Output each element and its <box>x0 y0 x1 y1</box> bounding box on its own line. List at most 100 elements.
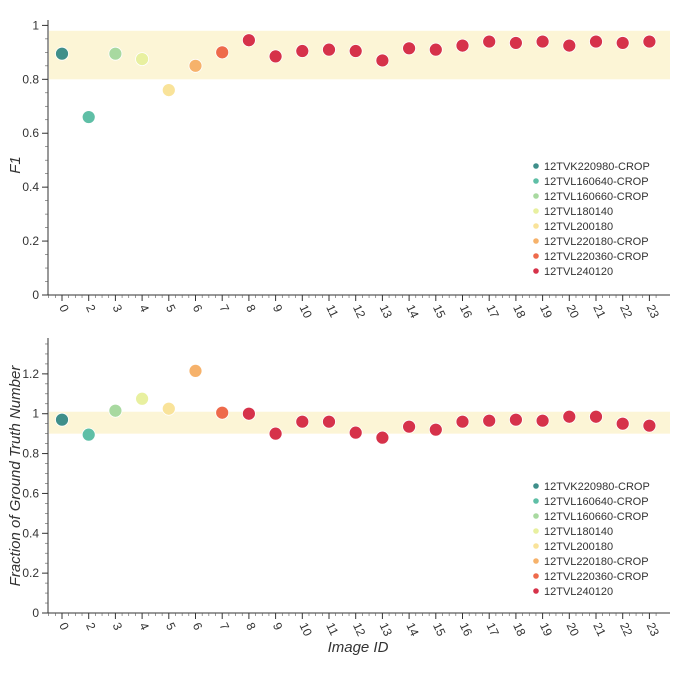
f1-point-11 <box>322 42 336 57</box>
ground-truth-x-tick-label: 17 <box>483 620 501 638</box>
ground-truth-x-tick-label: 10 <box>297 620 315 638</box>
ground-truth-x-tick-label: 21 <box>590 620 608 638</box>
ground-truth-points <box>55 363 657 445</box>
ground-truth-x-tick-label: 20 <box>564 620 582 638</box>
f1-y-ticks: 0 0.2 0.4 0.6 0.8 1 <box>22 18 48 302</box>
f1-x-tick-label: 12 <box>350 302 368 320</box>
ground-truth-point-23 <box>642 418 657 433</box>
legend-marker <box>533 178 539 184</box>
legend-marker <box>533 588 539 594</box>
f1-point-12 <box>348 44 363 58</box>
f1-point-5 <box>161 83 176 97</box>
legend-marker <box>533 223 539 229</box>
ground-truth-point-0 <box>55 412 69 427</box>
ground-truth-x-tick-label: 16 <box>457 620 475 638</box>
ground-truth-point-5 <box>161 401 176 416</box>
legend-marker <box>533 268 539 274</box>
ground-truth-point-14 <box>402 419 417 434</box>
f1-point-4 <box>135 52 150 66</box>
ground-truth-point-2 <box>81 427 96 442</box>
legend-marker <box>533 558 539 564</box>
ground-truth-x-tick-label: 15 <box>430 620 448 638</box>
legend-label: 12TVL160640-CROP <box>544 496 649 508</box>
f1-point-2 <box>81 110 96 124</box>
ground-truth-point-16 <box>455 414 470 429</box>
legend-marker <box>533 238 539 244</box>
f1-y-axis-title: F1 <box>7 156 24 174</box>
legend-label: 12TVL160640-CROP <box>544 176 649 188</box>
ground-truth-x-tick-label: 19 <box>537 620 555 638</box>
f1-y-tick-label: 0.6 <box>22 126 39 140</box>
f1-points <box>55 33 657 124</box>
legend-marker <box>533 253 539 259</box>
legend-marker <box>533 573 539 579</box>
f1-point-10 <box>295 44 310 58</box>
ground-truth-point-4 <box>135 391 150 406</box>
ground-truth-x-tick-label: 13 <box>377 620 395 638</box>
ground-truth-point-21 <box>589 409 603 424</box>
legend-label: 12TVL200180 <box>544 541 613 553</box>
ground-truth-point-8 <box>241 406 256 421</box>
ground-truth-point-10 <box>295 414 310 429</box>
ground-truth-y-tick-label: 1 <box>32 407 39 421</box>
legend-marker <box>533 163 539 169</box>
f1-panel: 00.20.40.60.81 0 2 3 4 5 6 7 8 9 10 11 12 13 14 15 16 17… <box>7 18 670 321</box>
legend-label: 12TVL240120 <box>544 266 613 278</box>
legend-marker <box>533 543 539 549</box>
f1-x-tick-label: 15 <box>430 302 448 320</box>
legend-marker <box>533 498 539 504</box>
f1-point-15 <box>428 42 443 57</box>
f1-x-tick-label: 19 <box>537 302 555 320</box>
legend-marker <box>533 193 539 199</box>
f1-point-3 <box>108 46 123 61</box>
ground-truth-y-ticks: 0 0.2 0.4 0.6 0.8 1 1.2 <box>22 367 48 620</box>
f1-x-tick-label: 11 <box>323 302 341 320</box>
ground-truth-point-9 <box>268 426 283 441</box>
f1-point-17 <box>482 34 497 49</box>
f1-legend: 12TVK220980-CROP 12TVL160640-CROP 12TVL160… <box>533 161 650 278</box>
ground-truth-point-17 <box>482 413 497 428</box>
f1-point-14 <box>402 41 417 56</box>
legend-marker <box>533 528 539 534</box>
ground-truth-x-tick-label: 23 <box>644 620 662 638</box>
ground-truth-y-tick-label: 0.4 <box>22 526 39 540</box>
f1-point-8 <box>241 33 256 48</box>
f1-point-20 <box>562 38 577 53</box>
legend-marker <box>533 483 539 489</box>
f1-x-tick-label: 16 <box>457 302 475 320</box>
legend-label: 12TVL180140 <box>544 206 613 218</box>
f1-x-tick-label: 13 <box>377 302 395 320</box>
legend-marker <box>533 208 539 214</box>
f1-point-13 <box>375 53 390 68</box>
f1-x-tick-label: 23 <box>644 302 662 320</box>
legend-label: 12TVK220980-CROP <box>544 481 650 493</box>
legend-label: 12TVL160660-CROP <box>544 191 649 203</box>
ground-truth-point-3 <box>108 403 123 418</box>
ground-truth-x-tick-label: 14 <box>403 620 421 638</box>
ground-truth-y-tick-label: 0.8 <box>22 447 39 461</box>
f1-x-tick-label: 22 <box>617 302 635 320</box>
legend-marker <box>533 513 539 519</box>
f1-y-tick-label: 0.2 <box>22 234 39 248</box>
f1-point-19 <box>535 34 550 49</box>
f1-point-16 <box>455 38 470 53</box>
legend-label: 12TVL220180-CROP <box>544 236 649 248</box>
ground-truth-point-12 <box>348 425 363 440</box>
f1-y-tick-label: 1 <box>32 18 39 32</box>
ground-truth-minor-ticks <box>45 343 657 616</box>
ground-truth-x-tick-label: 22 <box>617 620 635 638</box>
f1-x-tick-label: 10 <box>297 302 315 320</box>
ground-truth-point-19 <box>535 413 550 428</box>
ground-truth-point-22 <box>615 416 630 431</box>
ground-truth-point-7 <box>215 405 230 420</box>
ground-truth-point-18 <box>509 412 523 427</box>
f1-point-0 <box>55 46 69 61</box>
legend-label: 12TVL240120 <box>544 586 613 598</box>
ground-truth-point-13 <box>375 430 390 445</box>
ground-truth-x-tick-label: 11 <box>323 620 341 638</box>
legend-label: 12TVL180140 <box>544 526 613 538</box>
ground-truth-x-tick-label: 12 <box>350 620 368 638</box>
ground-truth-point-15 <box>428 422 443 437</box>
ground-truth-x-tick-label: 18 <box>510 620 528 638</box>
